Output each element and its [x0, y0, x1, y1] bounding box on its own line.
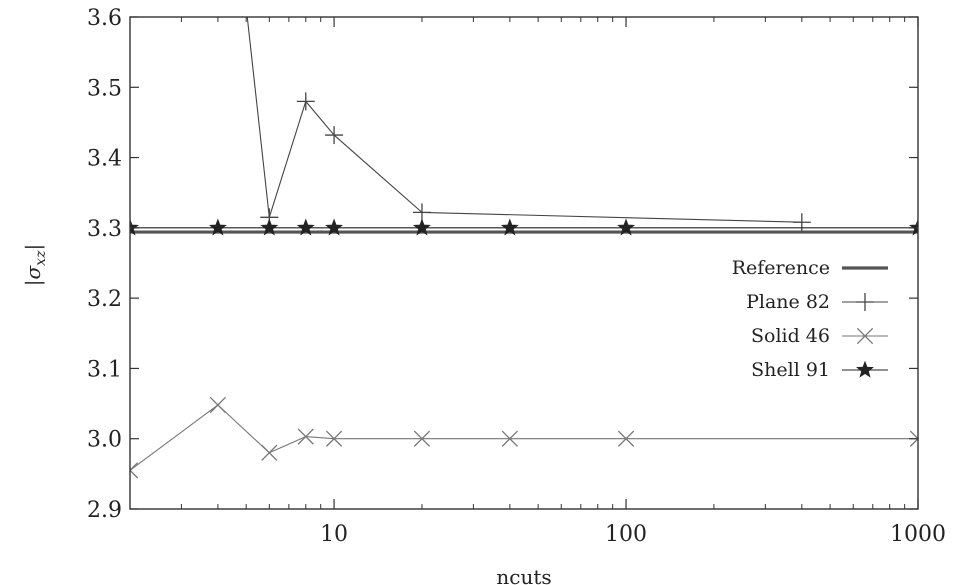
data-point-shell-91-2	[260, 218, 279, 236]
data-point-solid-46-1-d2	[209, 396, 226, 414]
data-point-shell-91-0-shape	[130, 218, 139, 236]
data-point-solid-46-7	[617, 430, 635, 447]
y-axis-label-main: |σ	[21, 264, 46, 286]
data-point-solid-46-0-d1	[130, 469, 139, 479]
legend-item-shell-91: Shell 91	[751, 359, 888, 381]
x-tick-label: 1000	[890, 522, 946, 547]
data-point-solid-46-0-d2	[130, 462, 139, 472]
data-point-solid-46-1	[209, 396, 226, 414]
data-point-shell-91-1	[208, 218, 227, 236]
legend-marker-shell-91	[856, 360, 874, 378]
data-point-solid-46-3-d2	[297, 428, 314, 445]
y-tick-label: 3.4	[87, 147, 122, 172]
data-point-solid-46-5-d2	[413, 430, 431, 447]
data-point-shell-91-3	[296, 218, 315, 236]
legend-marker-solid-46	[856, 327, 874, 345]
data-point-shell-91-0	[130, 218, 139, 236]
data-point-shell-91-7-shape	[617, 218, 635, 236]
data-point-solid-46-8-d1	[909, 430, 918, 440]
x-tick-label: 10	[320, 522, 348, 547]
data-point-solid-46-5	[413, 430, 431, 447]
y-axis-label-subscript: xz	[33, 250, 49, 266]
y-tick-label: 2.9	[87, 498, 122, 523]
data-point-shell-91-8	[909, 218, 918, 236]
data-point-shell-91-2-shape	[260, 218, 279, 236]
legend-marker-shell-91-shape	[856, 360, 874, 378]
legend-marker-solid-46-d2	[856, 327, 874, 345]
data-point-shell-91-4	[325, 218, 344, 236]
y-axis-label-close: |	[21, 244, 46, 251]
y-tick-label: 3.6	[87, 6, 122, 31]
data-point-solid-46-4-d2	[325, 430, 343, 447]
series-line-plane-82	[246, 17, 802, 223]
data-point-solid-46-2	[261, 444, 278, 461]
data-point-solid-46-8-d2	[909, 437, 918, 447]
data-point-solid-46-2-d2	[261, 444, 278, 461]
data-point-solid-46-0	[130, 462, 139, 479]
data-point-solid-46-4	[325, 430, 343, 447]
data-point-shell-91-6-shape	[500, 218, 519, 236]
data-point-shell-91-8-shape	[909, 218, 918, 236]
y-tick-label: 3.3	[87, 217, 122, 242]
x-axis-label: ncuts	[496, 565, 551, 585]
legend-label-plane-82: Plane 82	[746, 291, 830, 313]
legend-marker-plane-82	[856, 293, 874, 311]
data-point-shell-91-4-shape	[325, 218, 344, 236]
data-point-shell-91-7	[617, 218, 635, 236]
y-tick-label: 3.2	[87, 287, 122, 312]
series-line-solid-46	[130, 404, 918, 471]
data-point-plane-82-3	[325, 126, 344, 145]
y-axis-label: |σxz|	[21, 244, 49, 286]
legend-item-reference: Reference	[732, 257, 888, 279]
data-point-solid-46-8	[909, 430, 918, 447]
label-layer: 2.9 3.0 3.1 3.2 3.3 3.4 3.5 3.6 10 100 1000	[87, 6, 946, 547]
legend-item-plane-82: Plane 82	[746, 291, 888, 313]
plot-frame	[129, 16, 919, 510]
data-point-shell-91-1-shape	[208, 218, 227, 236]
data-point-solid-46-6	[501, 430, 518, 447]
y-tick-label: 3.0	[87, 428, 122, 453]
y-tick-label: 3.5	[87, 76, 122, 101]
series-layer	[130, 17, 918, 479]
legend: Reference Plane 82 Solid 46 Shell 91	[732, 257, 888, 381]
data-point-solid-46-6-d2	[501, 430, 518, 447]
data-point-shell-91-3-shape	[296, 218, 315, 236]
data-point-plane-82-5	[792, 213, 811, 232]
legend-label-shell-91: Shell 91	[751, 359, 830, 381]
data-point-shell-91-5	[413, 218, 431, 236]
data-point-solid-46-7-d2	[617, 430, 635, 447]
y-tick-label: 3.1	[87, 357, 122, 382]
data-point-shell-91-6	[500, 218, 519, 236]
legend-label-reference: Reference	[732, 257, 830, 279]
data-point-solid-46-3	[297, 428, 314, 445]
legend-item-solid-46: Solid 46	[751, 325, 888, 347]
data-point-plane-82-4	[412, 203, 431, 222]
legend-label-solid-46: Solid 46	[751, 325, 830, 347]
data-point-shell-91-5-shape	[413, 218, 431, 236]
x-tick-label: 100	[605, 522, 647, 547]
data-point-plane-82-2	[296, 92, 315, 111]
